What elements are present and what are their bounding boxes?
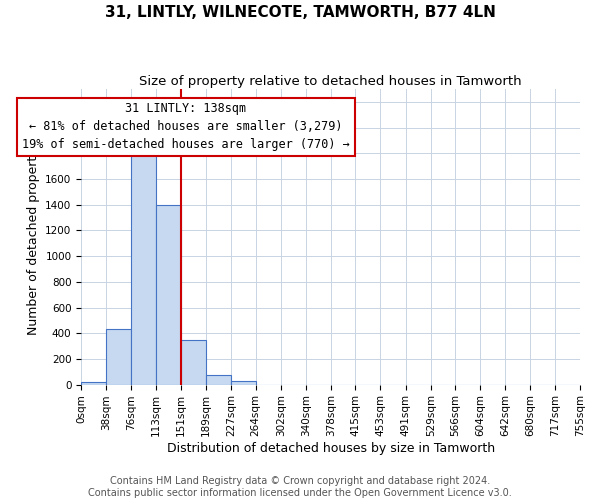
Text: Contains HM Land Registry data © Crown copyright and database right 2024.
Contai: Contains HM Land Registry data © Crown c… xyxy=(88,476,512,498)
Bar xyxy=(231,382,256,384)
Text: 31 LINTLY: 138sqm
← 81% of detached houses are smaller (3,279)
19% of semi-detac: 31 LINTLY: 138sqm ← 81% of detached hous… xyxy=(22,102,350,152)
Bar xyxy=(156,205,181,384)
X-axis label: Distribution of detached houses by size in Tamworth: Distribution of detached houses by size … xyxy=(167,442,494,455)
Title: Size of property relative to detached houses in Tamworth: Size of property relative to detached ho… xyxy=(139,75,522,88)
Bar xyxy=(81,382,106,384)
Bar xyxy=(206,375,231,384)
Text: 31, LINTLY, WILNECOTE, TAMWORTH, B77 4LN: 31, LINTLY, WILNECOTE, TAMWORTH, B77 4LN xyxy=(104,5,496,20)
Bar xyxy=(181,340,206,384)
Y-axis label: Number of detached properties: Number of detached properties xyxy=(26,138,40,336)
Bar xyxy=(106,330,131,384)
Bar xyxy=(131,154,156,384)
